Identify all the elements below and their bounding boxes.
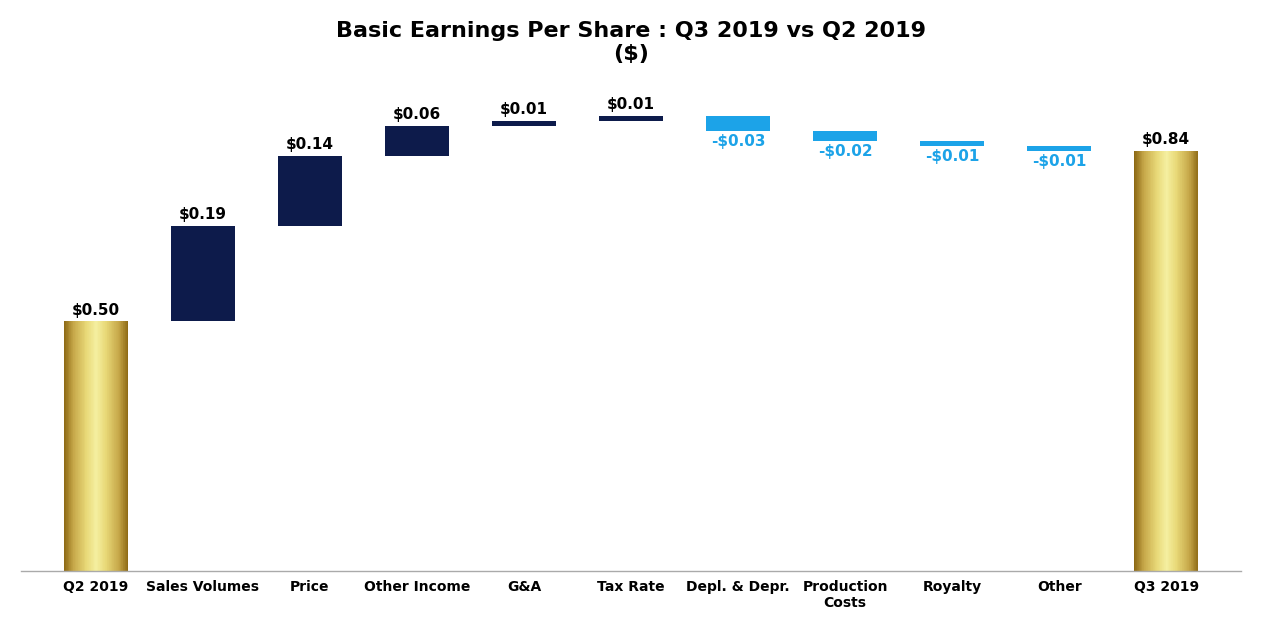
Bar bbox=[170, 226, 235, 321]
Text: $0.14: $0.14 bbox=[286, 137, 334, 152]
Text: -$0.01: -$0.01 bbox=[925, 149, 979, 164]
Bar bbox=[492, 121, 557, 126]
Bar bbox=[599, 116, 663, 121]
Bar bbox=[920, 141, 984, 146]
Bar bbox=[278, 156, 342, 226]
Text: -$0.03: -$0.03 bbox=[711, 135, 765, 149]
Title: Basic Earnings Per Share : Q3 2019 vs Q2 2019
($): Basic Earnings Per Share : Q3 2019 vs Q2… bbox=[336, 21, 926, 64]
Bar bbox=[705, 116, 770, 131]
Text: -$0.01: -$0.01 bbox=[1032, 154, 1087, 169]
Text: -$0.02: -$0.02 bbox=[818, 145, 872, 159]
Text: $0.01: $0.01 bbox=[500, 102, 548, 118]
Bar bbox=[385, 126, 449, 156]
Text: $0.01: $0.01 bbox=[607, 97, 655, 112]
Bar bbox=[1027, 146, 1092, 151]
Bar bbox=[813, 131, 877, 141]
Text: $0.50: $0.50 bbox=[72, 303, 120, 317]
Text: $0.19: $0.19 bbox=[179, 207, 227, 222]
Text: $0.84: $0.84 bbox=[1142, 133, 1190, 147]
Text: $0.06: $0.06 bbox=[392, 107, 440, 123]
